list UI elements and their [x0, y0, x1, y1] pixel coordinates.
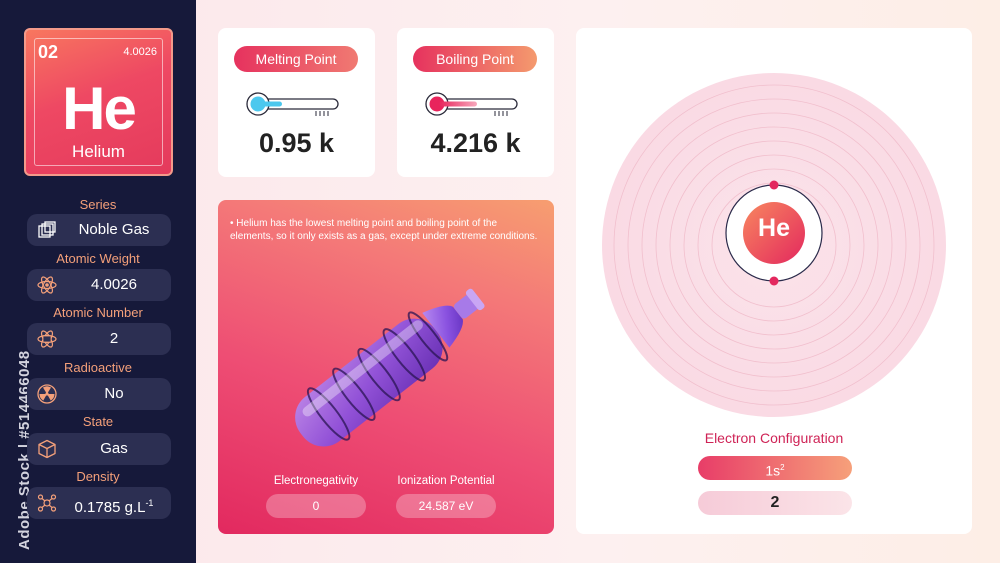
series-value: Noble Gas — [78, 221, 150, 238]
boiling-point-card: Boiling Point 4.216 k — [397, 28, 554, 177]
electrons-per-shell: 2 — [698, 491, 852, 515]
orbital-configuration: 1s2 — [698, 456, 852, 480]
radioactive-pill: No — [27, 378, 171, 410]
state-value: Gas — [100, 440, 128, 457]
atomic-weight-pill: 4.0026 — [27, 269, 171, 301]
density-label: Density — [76, 469, 120, 484]
atomic-weight-prop-label: Atomic Weight — [56, 251, 140, 266]
molecule-icon — [37, 493, 57, 513]
series-label: Series — [79, 197, 117, 212]
state-label: State — [82, 414, 114, 429]
radioactive-value: No — [104, 385, 124, 402]
atomic-weight-label: 4.0026 — [123, 46, 157, 58]
electronegativity-value: 0 — [266, 494, 366, 518]
atom-number-icon — [37, 329, 57, 349]
element-symbol: He — [62, 75, 137, 142]
cube-icon — [37, 439, 57, 459]
electron-configuration-panel: He Electron Configuration 1s2 2 — [576, 28, 972, 534]
melting-point-value: 0.95 k — [258, 128, 335, 158]
description-text: • Helium has the lowest melting point an… — [230, 218, 538, 242]
state-pill: Gas — [27, 433, 171, 465]
boiling-point-value: 4.216 k — [430, 128, 521, 158]
tile-frame — [34, 38, 163, 166]
description-panel: • Helium has the lowest melting point an… — [218, 200, 554, 534]
electronegativity-label: Electronegativity — [273, 475, 359, 487]
ionization-potential-value: 24.587 eV — [396, 494, 496, 518]
element-tile: 02 4.0026 He Helium — [24, 28, 173, 176]
electron-configuration-title: Electron Configuration — [704, 430, 844, 446]
radioactive-icon — [37, 384, 57, 404]
density-value: 0.1785 g.L-1 — [74, 498, 154, 516]
thermometer-hot-icon — [425, 92, 518, 116]
atomic-number-label: 02 — [38, 42, 59, 62]
boiling-point-label: Boiling Point — [413, 46, 537, 72]
gas-cylinder-illustration — [295, 288, 485, 447]
squares-icon — [37, 220, 57, 240]
series-pill: Noble Gas — [27, 214, 171, 246]
melting-point-label: Melting Point — [234, 46, 358, 72]
element-name: Helium — [72, 142, 125, 161]
sidebar: Adobe Stock | #514466048 02 4.0026 He He… — [0, 0, 196, 563]
ionization-potential-label: Ionization Potential — [397, 475, 495, 487]
radioactive-label: Radioactive — [64, 360, 132, 375]
atomic-number-pill: 2 — [27, 323, 171, 355]
thermometer-cold-icon — [246, 92, 339, 116]
atomic-number-prop-label: Atomic Number — [53, 305, 143, 320]
atom-diagram — [602, 73, 946, 417]
density-pill: 0.1785 g.L-1 — [27, 487, 171, 519]
atomic-number-value: 2 — [109, 330, 119, 347]
atomic-weight-value: 4.0026 — [91, 276, 137, 293]
melting-point-card: Melting Point 0.95 k — [218, 28, 375, 177]
atom-symbol: He — [758, 214, 790, 242]
atom-icon — [37, 275, 57, 295]
